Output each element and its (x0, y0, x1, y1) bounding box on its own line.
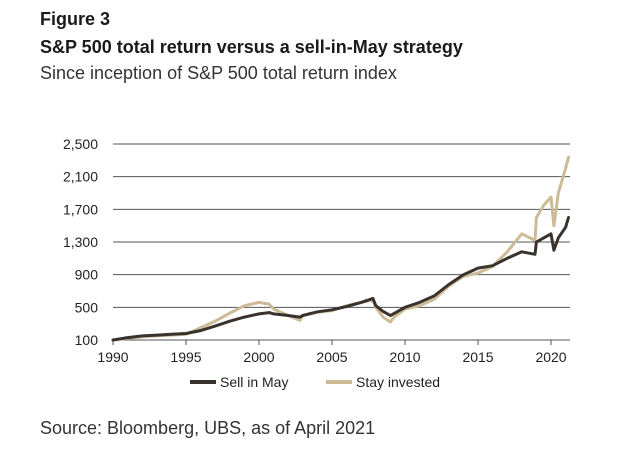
x-tick-label: 1995 (170, 349, 201, 365)
y-tick-label: 1,300 (63, 234, 98, 250)
gridlines (113, 143, 570, 341)
x-axis-ticks: 1990 1995 2000 2005 2010 2015 2020 (97, 340, 567, 365)
series-line-stay-invested (111, 155, 570, 342)
y-tick-label: 2,100 (63, 169, 98, 185)
series-line-sell-in-may (111, 216, 570, 342)
y-tick-label: 900 (75, 267, 99, 283)
x-tick-label: 2015 (462, 349, 493, 365)
x-tick-label: 2005 (316, 349, 347, 365)
legend-label: Stay invested (356, 374, 440, 390)
figure-label: Figure 3 (40, 9, 111, 29)
legend: Sell in May Stay invested (190, 374, 440, 390)
line-chart: 100 500 900 1,300 1,700 2,100 2,500 1990 1995 20… (63, 136, 570, 390)
y-tick-label: 1,700 (63, 201, 98, 217)
x-tick-label: 2010 (389, 349, 420, 365)
legend-label: Sell in May (220, 374, 288, 390)
chart-title: S&P 500 total return versus a sell-in-Ma… (40, 37, 463, 57)
source-note: Source: Bloomberg, UBS, as of April 2021 (40, 418, 376, 438)
y-tick-label: 500 (75, 299, 99, 315)
y-tick-label: 100 (75, 332, 99, 348)
x-tick-label: 2000 (243, 349, 274, 365)
x-tick-label: 1990 (97, 349, 128, 365)
y-axis-ticks: 100 500 900 1,300 1,700 2,100 2,500 (63, 136, 98, 348)
x-tick-label: 2020 (535, 349, 566, 365)
series-lines (111, 155, 570, 342)
y-tick-label: 2,500 (63, 136, 98, 152)
chart-subtitle: Since inception of S&P 500 total return … (40, 63, 397, 83)
